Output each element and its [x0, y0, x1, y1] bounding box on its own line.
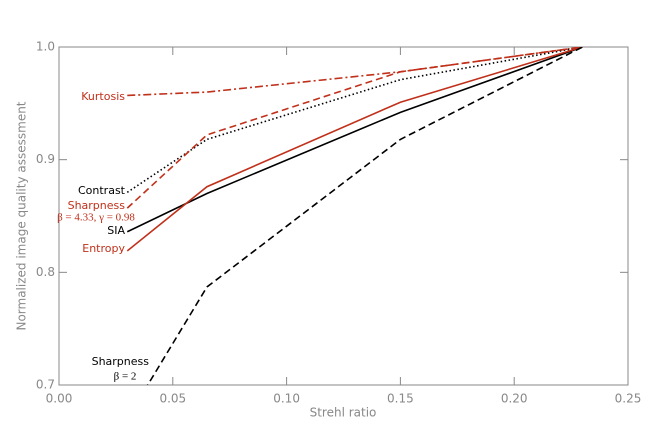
y-tick-label: 0.9 — [36, 152, 55, 166]
series-label: Sharpness — [68, 199, 126, 212]
series-sublabel: β = 2 — [114, 371, 137, 383]
y-axis-label: Normalized image quality assessment — [15, 101, 29, 330]
plot-area — [126, 47, 583, 385]
series-label: Entropy — [82, 242, 125, 255]
series-line — [127, 47, 583, 97]
x-tick-label: 0.10 — [273, 392, 300, 406]
x-tick-label: 0.15 — [387, 392, 414, 406]
series-sublabel: β = 4.33, γ = 0.98 — [57, 212, 135, 224]
series-line — [126, 47, 583, 252]
y-tick-label: 0.8 — [36, 265, 55, 279]
x-axis-label: Strehl ratio — [310, 406, 377, 420]
series-line — [126, 47, 583, 209]
y-tick-label: 1.0 — [36, 40, 55, 54]
series-label: Sharpness — [92, 355, 150, 368]
x-tick-label: 0.05 — [159, 392, 186, 406]
series-label: Contrast — [78, 184, 126, 197]
series-line — [146, 47, 583, 385]
series-label: SIA — [107, 224, 125, 237]
plot-frame — [58, 46, 629, 386]
x-tick-label: 0.20 — [501, 392, 528, 406]
x-tick-label: 0.00 — [46, 392, 73, 406]
y-tick-label: 0.7 — [36, 378, 55, 392]
series-label: Kurtosis — [81, 90, 125, 103]
series-line — [126, 47, 583, 194]
x-tick-label: 0.25 — [615, 392, 642, 406]
series-line — [126, 47, 583, 233]
